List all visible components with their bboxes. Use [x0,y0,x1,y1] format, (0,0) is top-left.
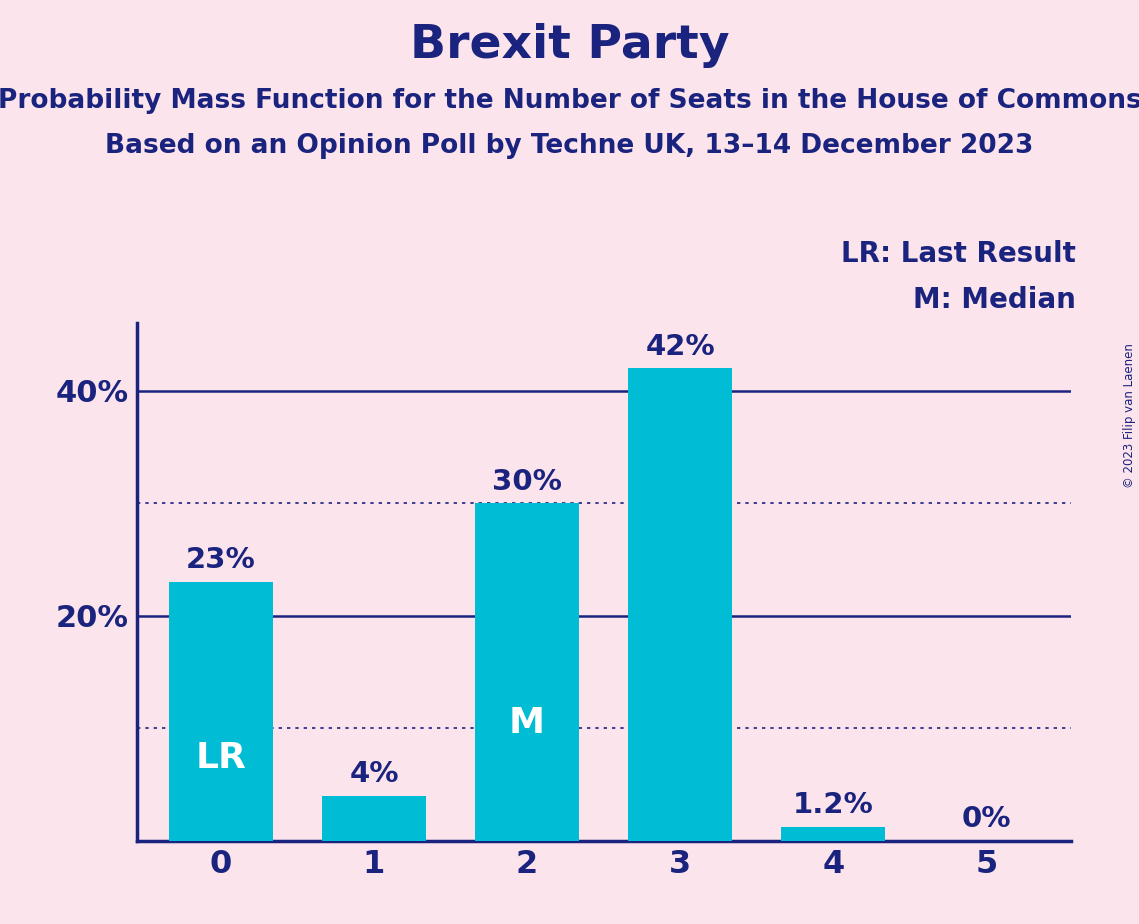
Text: LR: Last Result: LR: Last Result [842,240,1076,268]
Text: 4%: 4% [350,760,399,788]
Text: © 2023 Filip van Laenen: © 2023 Filip van Laenen [1123,344,1137,488]
Text: M: M [509,706,546,740]
Bar [629,369,732,841]
Bar [781,827,885,841]
Text: Probability Mass Function for the Number of Seats in the House of Commons: Probability Mass Function for the Number… [0,88,1139,114]
Text: LR: LR [196,741,246,775]
Text: M: Median: M: Median [913,286,1076,314]
Text: 1.2%: 1.2% [793,792,874,820]
Text: Based on an Opinion Poll by Techne UK, 13–14 December 2023: Based on an Opinion Poll by Techne UK, 1… [105,133,1034,159]
Bar [322,796,426,841]
Bar [169,582,273,841]
Text: 30%: 30% [492,468,562,495]
Text: 42%: 42% [646,333,715,360]
Text: 0%: 0% [961,805,1011,833]
Text: 23%: 23% [186,546,256,574]
Bar [475,504,579,841]
Text: Brexit Party: Brexit Party [410,23,729,68]
